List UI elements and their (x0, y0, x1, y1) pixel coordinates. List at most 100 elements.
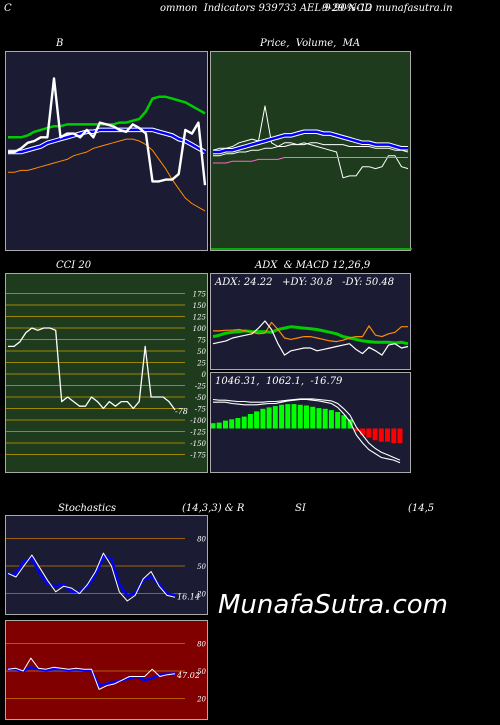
macd-chart (211, 398, 403, 464)
series-cci (8, 327, 176, 411)
y-tick-label: 20 (196, 696, 206, 704)
price-ma-title: Price, Volume, MA (260, 38, 361, 49)
series-price (212, 105, 409, 179)
series-rsi (8, 666, 175, 687)
y-tick-label: 150 (193, 302, 207, 310)
y-tick-label: -100 (190, 417, 206, 425)
stochastics-params: (14,3,3) & R (182, 503, 245, 514)
histogram-bar (279, 404, 285, 429)
cci-chart: 175 150 125 100 75 50 25 0 -25 -50 -75 -100 -125 -150… (6, 291, 207, 460)
y-tick-label: 20 (196, 591, 206, 599)
y-tick-label: -75 (195, 406, 207, 414)
histogram-bar (378, 428, 384, 442)
histogram-bar (229, 419, 235, 429)
histogram-bar (347, 419, 353, 429)
y-tick-label: 80 (197, 535, 206, 543)
series-lower (8, 138, 206, 212)
bollinger-chart (8, 77, 207, 212)
histogram-bar (260, 408, 266, 429)
series-ma-pink (213, 157, 408, 164)
histogram-bar (397, 428, 403, 443)
histogram-bar (297, 404, 303, 429)
histogram-bar (304, 405, 309, 429)
series-adx (212, 325, 409, 346)
histogram-bar (353, 428, 359, 432)
rsi-chart: 80 50 20 47.02 (6, 640, 207, 704)
last-value-label: 47.02 (176, 671, 200, 680)
histogram-bar (272, 406, 278, 429)
rsi-params: (14,5 (408, 503, 435, 514)
y-tick-label: 50 (197, 668, 206, 676)
histogram-bar (385, 428, 390, 442)
histogram-bar (291, 404, 297, 429)
price-ma-chart (211, 105, 412, 250)
histogram-bar (335, 412, 341, 429)
series-macd (213, 398, 401, 464)
y-tick-label: 50 (197, 563, 206, 571)
series-rsi-white (7, 657, 176, 690)
histogram-bar (366, 428, 372, 438)
histogram-bar (285, 404, 291, 429)
series-d (7, 552, 176, 602)
histogram-bar (310, 406, 316, 429)
y-tick-label: 80 (197, 640, 206, 648)
histogram-bar (235, 418, 241, 429)
header-left: C (4, 3, 12, 14)
histogram-bar (211, 423, 216, 429)
y-tick-label: 50 (197, 348, 206, 356)
y-tick-label: 75 (197, 337, 206, 345)
adx-panel: ADX: 24.22 +DY: 30.8 -DY: 50.48 (210, 273, 411, 370)
histogram-bar (266, 407, 272, 429)
histogram-bar (391, 428, 397, 443)
series-k (7, 555, 176, 597)
price-ma-panel (210, 51, 412, 251)
series-ma-blue (213, 130, 408, 154)
histogram-bar (341, 415, 347, 429)
y-tick-label: -25 (195, 383, 207, 391)
y-tick-label: 0 (202, 371, 207, 379)
y-tick-label: 100 (193, 325, 207, 333)
histogram-bar (254, 411, 260, 429)
adx-label: ADX: 24.22 +DY: 30.8 -DY: 50.48 (215, 277, 395, 288)
histogram-bar (316, 408, 322, 429)
histogram-bar (223, 420, 228, 429)
series-ma-white (213, 142, 409, 157)
y-tick-label: -50 (195, 394, 207, 402)
bollinger-title: B (56, 38, 64, 49)
cci-panel: 175 150 125 100 75 50 25 0 -25 -50 -75 -100 -125 -150… (5, 273, 208, 473)
last-value-label: -78 (175, 407, 188, 416)
header-center: ommon Indicators 939733 AEL-9.90%-12 (160, 3, 373, 14)
histogram-bar (216, 422, 222, 429)
adx-chart (212, 320, 409, 356)
adx-macd-title: ADX & MACD 12,26,9 (255, 260, 371, 271)
y-tick-label: -175 (190, 452, 206, 460)
series-minus-dy (212, 320, 409, 356)
y-tick-label: 175 (193, 291, 207, 299)
stochastics-title: Stochastics (58, 503, 116, 514)
rsi-title: SI (295, 503, 306, 514)
y-tick-label: -125 (190, 429, 206, 437)
histogram-bar (372, 428, 378, 441)
histogram-bar (322, 408, 328, 429)
series-signal (212, 398, 401, 461)
stochastics-panel: 80 50 20 16.14 (5, 515, 208, 615)
macd-panel: 1046.31, 1062.1, -16.79 (210, 372, 411, 473)
y-tick-label: -150 (190, 440, 206, 448)
last-value-label: 16.14 (177, 592, 200, 601)
series-price (8, 77, 207, 186)
macd-label: 1046.31, 1062.1, -16.79 (215, 376, 343, 387)
cci-title: CCI 20 (56, 260, 92, 271)
bollinger-panel (5, 51, 208, 251)
histogram-bar (247, 414, 253, 429)
series-plus-dy (213, 321, 408, 343)
watermark: MunafaSutra.com (218, 590, 449, 620)
y-tick-label: 25 (196, 360, 206, 368)
rsi-panel: 80 50 20 47.02 (5, 620, 208, 720)
y-tick-label: 125 (193, 314, 207, 322)
histogram-bar (360, 428, 366, 436)
histogram-bar (241, 416, 247, 429)
series-middle (8, 128, 206, 154)
histogram-bar (328, 410, 334, 429)
header-right: 9-29-NCD munafasutra.in (322, 3, 453, 14)
